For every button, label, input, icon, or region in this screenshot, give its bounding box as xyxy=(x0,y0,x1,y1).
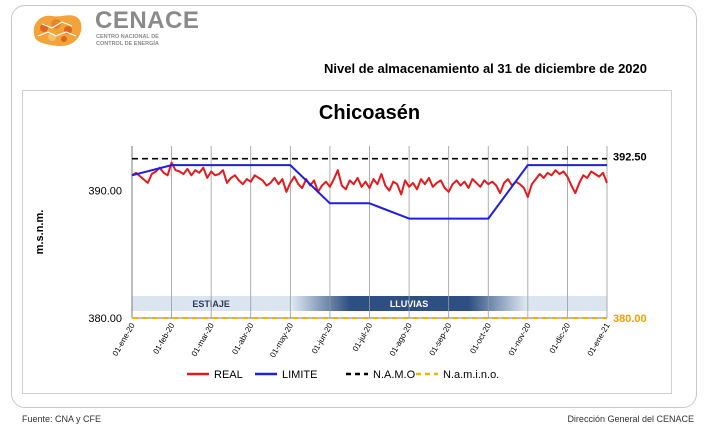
report-card xyxy=(11,5,697,408)
source-note: Fuente: CNA y CFE xyxy=(22,414,102,424)
x-tick-label: 01-ene-20 xyxy=(111,321,137,358)
x-tick-label: 01-mar-20 xyxy=(190,321,217,358)
x-tick-label: 01-ago-20 xyxy=(388,321,414,358)
x-tick-label: 01-nov-20 xyxy=(507,321,533,357)
series-line-limite xyxy=(131,164,607,220)
x-tick-label: 01-may-20 xyxy=(268,321,295,359)
x-tick-label: 01-dic-20 xyxy=(548,321,573,355)
x-tick-label: 01-abr-20 xyxy=(230,321,255,356)
chart-frame: Chicoasén ESTIAJE LLUVIAS 390.00 380.00 m.s.n… xyxy=(22,90,672,394)
namo-value-label: 392.50 xyxy=(613,152,647,164)
x-tick-label: 01-sep-20 xyxy=(428,321,454,357)
x-tick-label: 01-jun-20 xyxy=(310,321,335,355)
brand-subtitle: CENTRO NACIONAL DE CONTROL DE ENERGÍA xyxy=(96,34,159,47)
legend-label: LIMITE xyxy=(282,369,317,381)
brand-name: CENACE xyxy=(95,7,200,34)
x-tick-label: 01-feb-20 xyxy=(151,321,176,356)
cenace-logo-icon xyxy=(33,15,82,46)
legend-label: REAL xyxy=(214,369,243,381)
chart-title: Chicoasén xyxy=(319,102,420,124)
x-tick-label: 01-oct-20 xyxy=(468,321,493,355)
y-tick-label: 390.00 xyxy=(88,186,122,198)
series-line-real xyxy=(131,161,608,198)
report-title: Nivel de almacenamiento al 31 de diciemb… xyxy=(324,61,647,76)
legend-label: N.A.M.O xyxy=(373,369,416,381)
credit-note: Dirección General del CENACE xyxy=(567,414,694,424)
y-tick-label: 380.00 xyxy=(88,313,122,325)
x-tick-label: 01-ene-21 xyxy=(586,321,612,358)
legend-label: N.a.m.i.n.o. xyxy=(443,369,499,381)
y-axis-label: m.s.n.m. xyxy=(34,210,46,255)
namino-value-label: 380.00 xyxy=(613,313,647,325)
x-tick-label: 01-jul-20 xyxy=(351,321,375,353)
